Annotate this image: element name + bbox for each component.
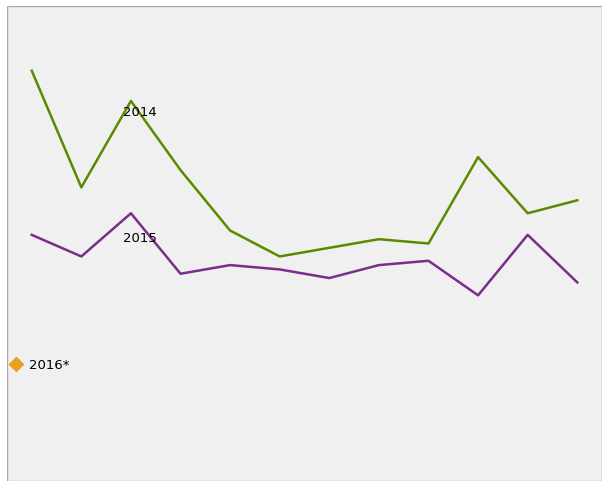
Text: 2016*: 2016* bbox=[29, 358, 70, 371]
Bar bbox=[7, 7, 602, 481]
Text: 2015: 2015 bbox=[124, 231, 157, 244]
Text: 2014: 2014 bbox=[124, 106, 157, 119]
